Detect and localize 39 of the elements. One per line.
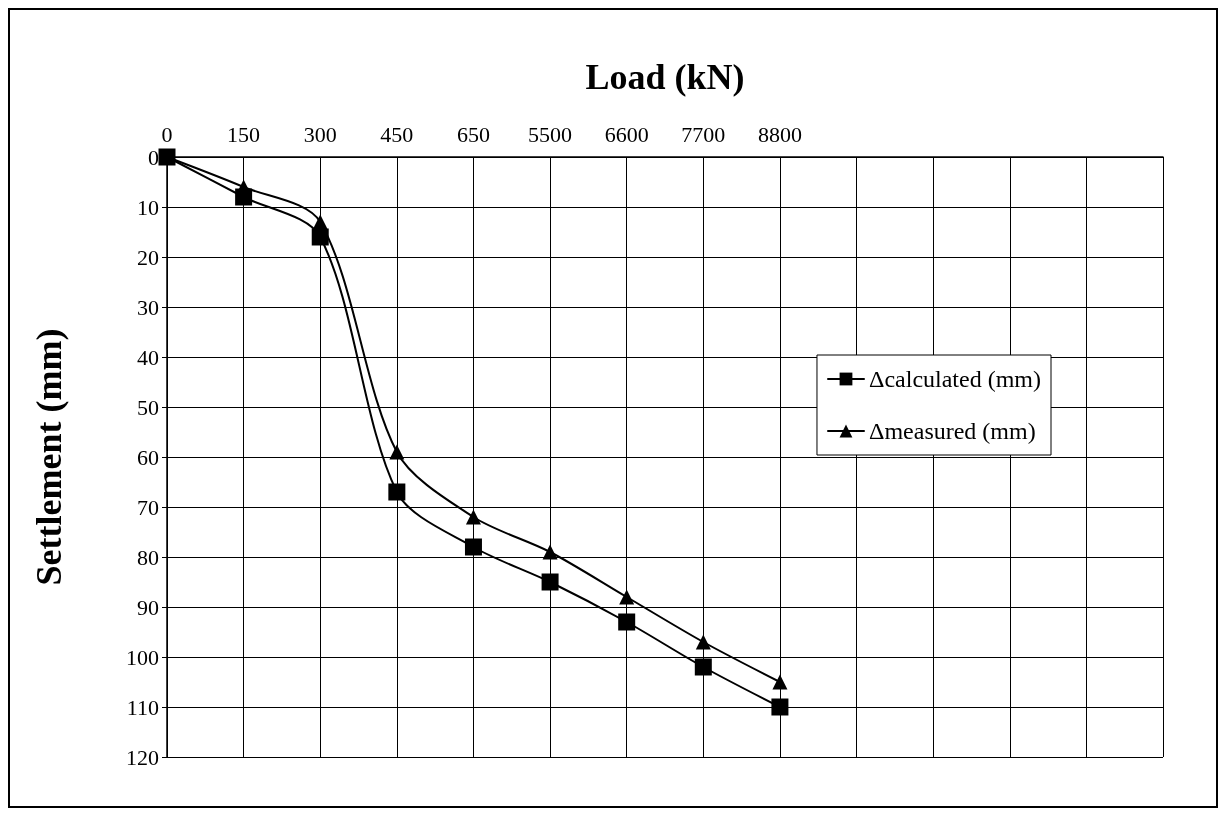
y-tick-label: 60 xyxy=(137,444,159,470)
x-tick-label: 450 xyxy=(380,121,414,147)
y-axis-title: Settlement (mm) xyxy=(29,328,69,586)
y-tick-label: 20 xyxy=(137,244,159,270)
point xyxy=(771,698,789,716)
legend-label: Δcalculated (mm) xyxy=(868,366,1042,392)
point xyxy=(311,228,329,246)
x-tick-label: 300 xyxy=(303,121,337,147)
x-tick-label: 150 xyxy=(227,121,261,147)
point xyxy=(312,214,328,230)
point xyxy=(772,674,788,690)
x-tick-label: 650 xyxy=(456,121,490,147)
x-tick-label: 6600 xyxy=(604,121,649,147)
y-tick-label: 30 xyxy=(137,294,159,320)
point xyxy=(695,634,711,650)
y-tick-label: 90 xyxy=(137,594,159,620)
y-tick-label: 100 xyxy=(126,644,159,670)
point xyxy=(694,658,712,676)
point xyxy=(465,509,481,525)
y-tick-label: 80 xyxy=(137,544,159,570)
x-tick-label: 7700 xyxy=(681,121,726,147)
x-axis-title: Load (kN) xyxy=(585,57,745,97)
y-tick-label: 40 xyxy=(137,344,159,370)
x-tick-label: 5500 xyxy=(528,121,573,147)
y-tick-label: 10 xyxy=(137,194,159,220)
point xyxy=(619,589,635,605)
point xyxy=(542,544,558,560)
point xyxy=(388,483,406,501)
y-tick-label: 110 xyxy=(126,694,159,720)
point xyxy=(541,573,559,591)
point xyxy=(464,538,482,556)
y-tick-label: 50 xyxy=(137,394,159,420)
x-tick-label: 8800 xyxy=(757,121,802,147)
point xyxy=(389,444,405,460)
y-tick-label: 120 xyxy=(126,744,159,770)
y-tick-label: 70 xyxy=(137,494,159,520)
y-tick-label: 0 xyxy=(148,144,159,170)
point xyxy=(618,613,636,631)
legend-label: Δmeasured (mm) xyxy=(868,418,1036,444)
